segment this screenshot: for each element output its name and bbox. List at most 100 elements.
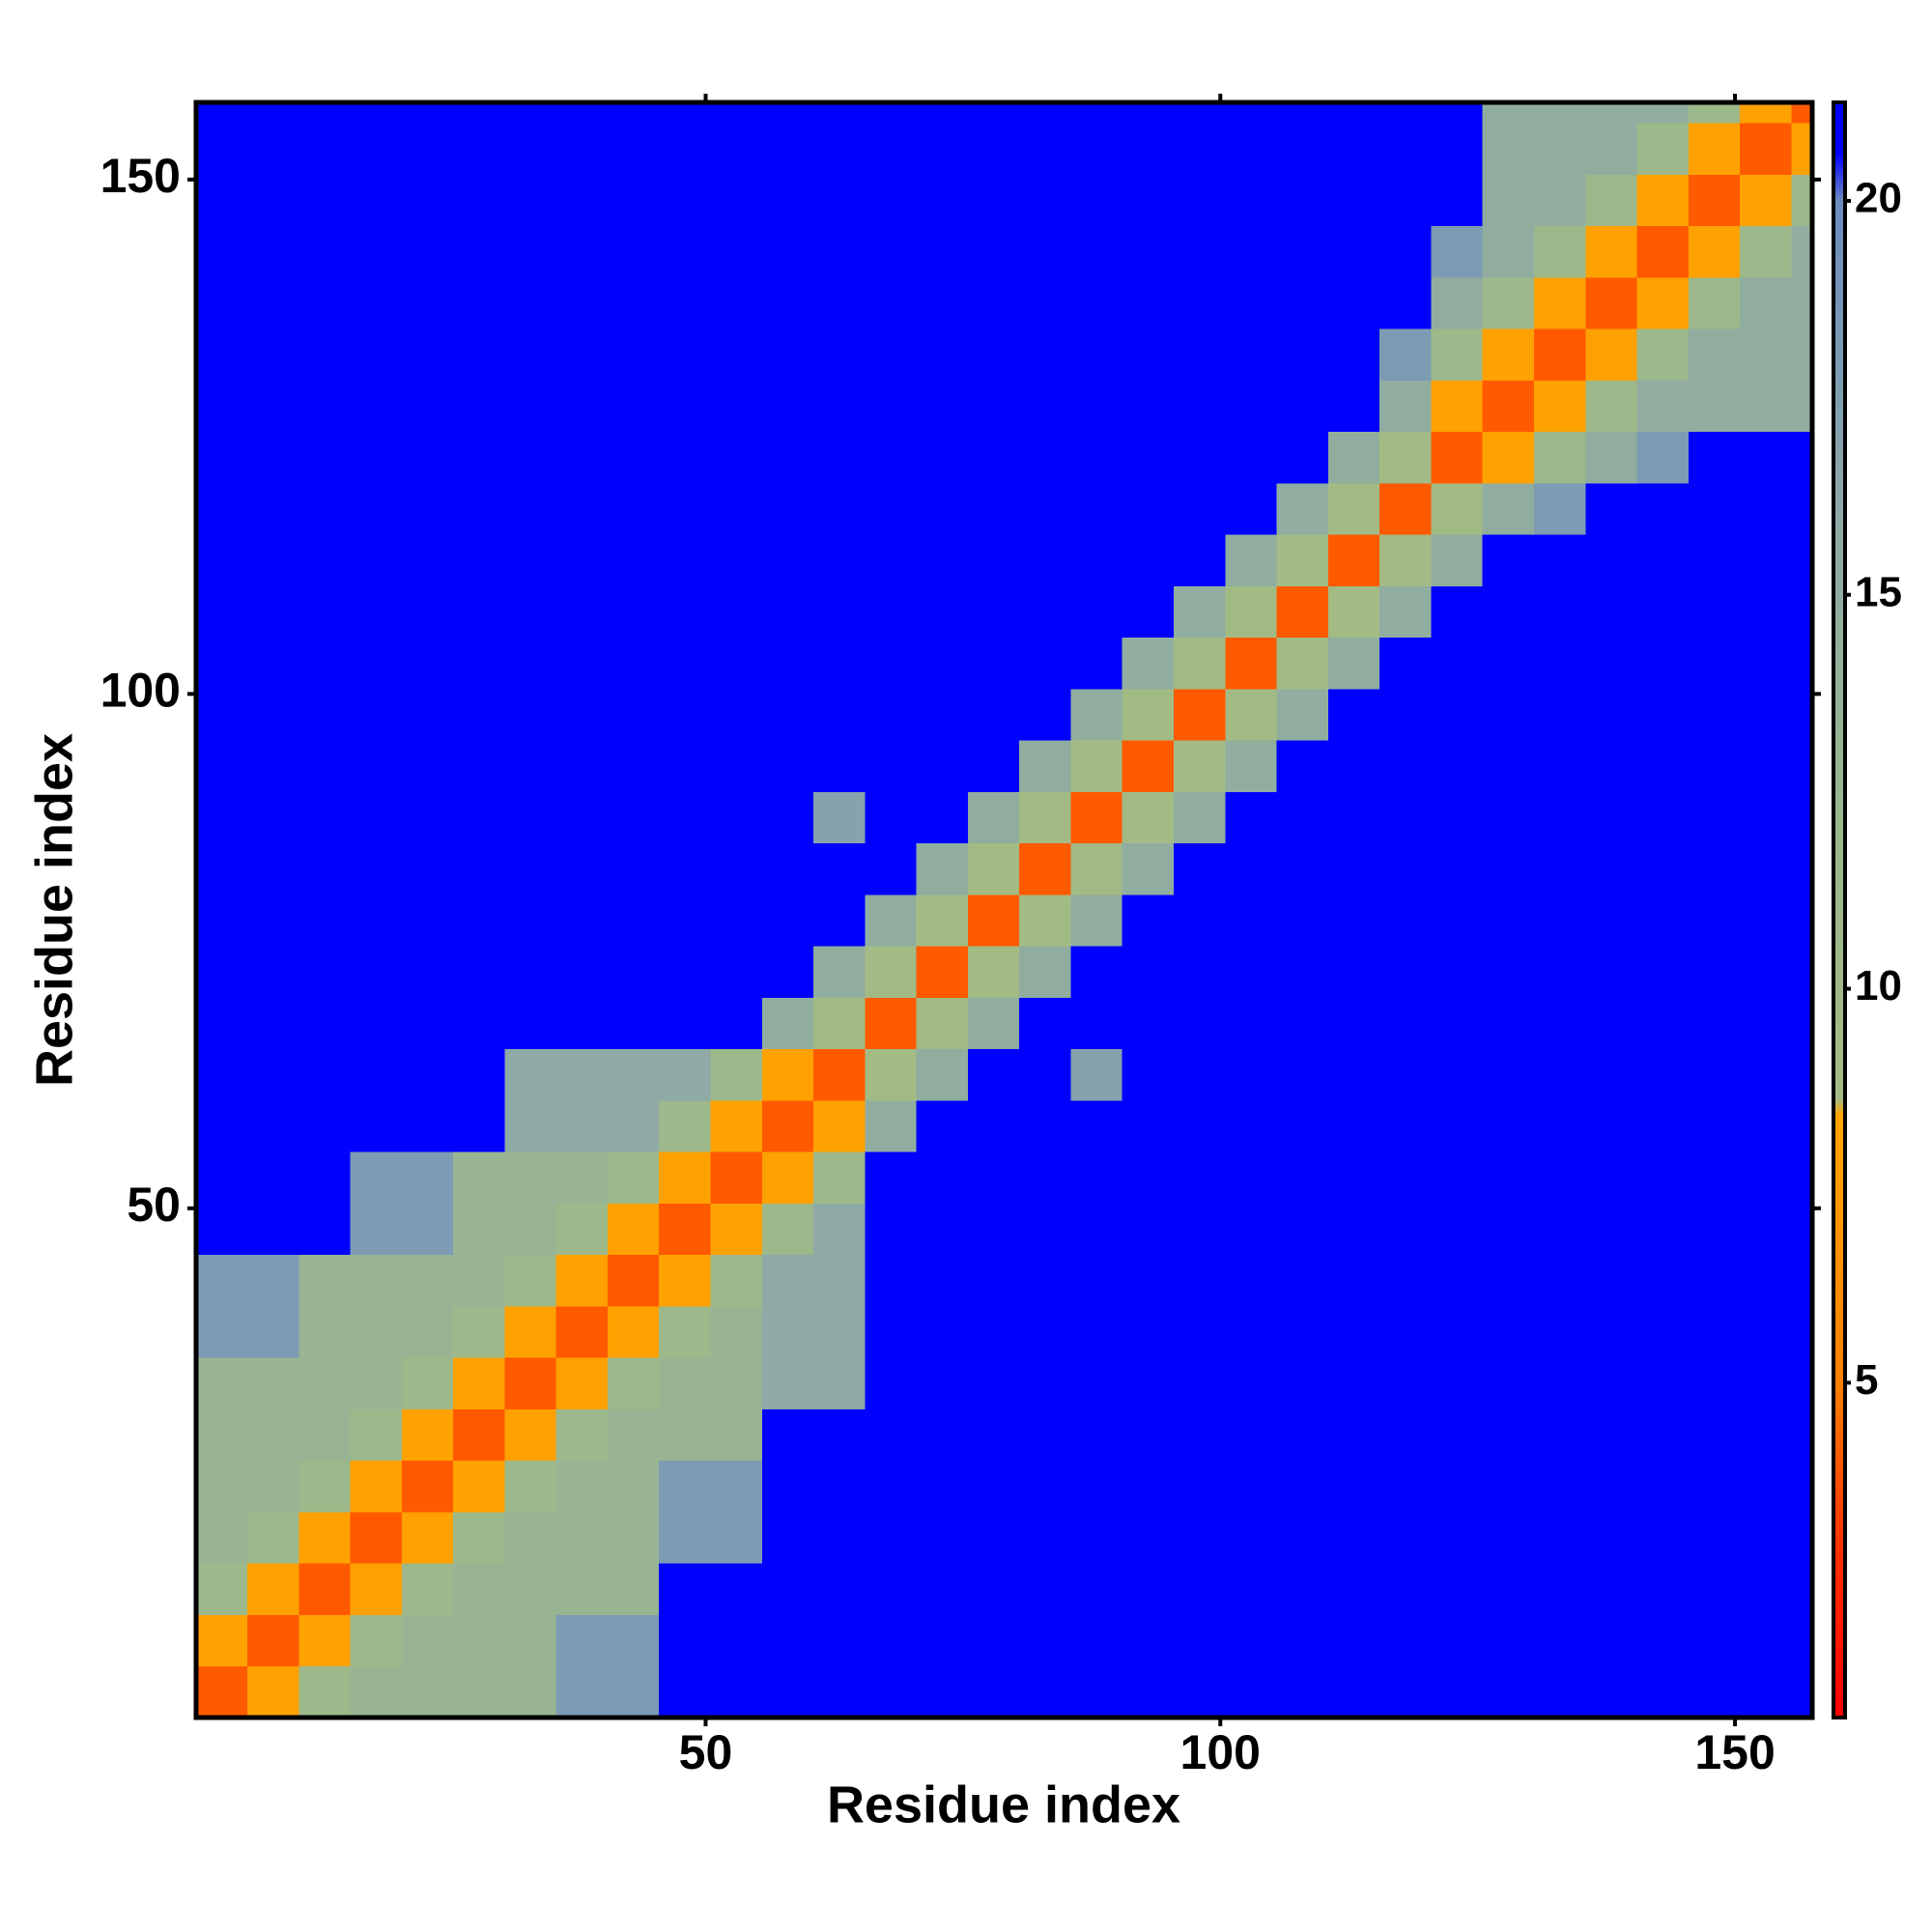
heatmap-cell [813,1408,866,1462]
heatmap-cell [504,174,557,227]
heatmap-cell [401,482,454,535]
heatmap-cell [555,122,609,175]
heatmap-cell [1122,1562,1175,1615]
heatmap-cell [1122,482,1175,535]
heatmap-cell [196,1254,248,1307]
heatmap-cell [504,1614,557,1667]
heatmap-cell [1225,1665,1278,1718]
heatmap-cell [1327,1511,1380,1564]
heatmap-cell [1225,327,1278,381]
heatmap-cell [1327,1305,1380,1358]
heatmap-cell [1225,122,1278,175]
heatmap-cell [1431,276,1484,329]
heatmap-cell [1431,225,1484,278]
heatmap-cell [1431,585,1484,639]
heatmap-cell [1225,997,1278,1050]
heatmap-cell [1225,1254,1278,1307]
heatmap-cell [246,1460,299,1513]
heatmap-cell [659,791,712,844]
heatmap-cell [1122,533,1175,586]
heatmap-cell [196,533,248,586]
heatmap-cell [710,174,763,227]
heatmap-cell [298,1511,352,1564]
heatmap-cell [1276,1614,1329,1667]
heatmap-cell [865,1151,918,1204]
heatmap-cell [607,431,660,484]
heatmap-cell [555,637,609,690]
heatmap-cell [1688,1562,1741,1615]
heatmap-cell [967,637,1020,690]
heatmap-cell [1019,1665,1072,1718]
heatmap-cell [813,327,866,381]
heatmap-cell [1791,174,1812,227]
heatmap-cell [1688,533,1741,586]
heatmap-cell [504,637,557,690]
heatmap-cell [1019,1151,1072,1204]
heatmap-cell [1276,482,1329,535]
heatmap-cell [401,1048,454,1101]
heatmap-cell [710,1562,763,1615]
heatmap-cell [555,1048,609,1101]
heatmap-cell [1533,1305,1586,1358]
heatmap-cell [453,585,505,639]
heatmap-cell [1174,431,1226,484]
x-tick-label: 150 [1694,1725,1775,1779]
heatmap-cell [1122,276,1175,329]
heatmap-cell [1019,1356,1072,1409]
heatmap-cell [865,174,918,227]
heatmap-cell [1791,1305,1812,1358]
heatmap-cell [813,1048,866,1101]
heatmap-cell [298,102,352,124]
heatmap-cell [967,380,1020,433]
heatmap-cell [1636,1460,1690,1513]
heatmap-cell [865,637,918,690]
heatmap-cell [761,894,814,947]
heatmap-cell [1740,1614,1792,1667]
heatmap-cell [1585,122,1638,175]
heatmap-cell [1379,276,1433,329]
heatmap-cell [607,1614,660,1667]
heatmap-cell [1791,122,1812,175]
heatmap-cell [967,997,1020,1050]
heatmap-cell [1379,997,1433,1050]
heatmap-cell [1379,791,1433,844]
heatmap-cell [196,842,248,895]
heatmap-cell [1636,1562,1690,1615]
heatmap-cell [1122,585,1175,639]
heatmap-cell [813,585,866,639]
heatmap-cell [1740,380,1792,433]
heatmap-cell [710,585,763,639]
heatmap-cell [504,739,557,792]
heatmap-cell [1636,533,1690,586]
heatmap-cell [1070,894,1123,947]
heatmap-cell [196,791,248,844]
heatmap-cell [916,688,969,741]
heatmap-cell [1688,945,1741,998]
heatmap-cell [1791,1460,1812,1513]
heatmap-cell [1431,1562,1484,1615]
heatmap-cell [555,1151,609,1204]
heatmap-cell [1019,174,1072,227]
heatmap-cell [453,482,505,535]
heatmap-cell [607,225,660,278]
heatmap-cell [246,1099,299,1152]
heatmap-cell [865,1203,918,1256]
heatmap-cell [196,739,248,792]
heatmap-cell [453,1665,505,1718]
heatmap-cell [1431,1614,1484,1667]
heatmap-cell [916,174,969,227]
heatmap-cell [1379,174,1433,227]
heatmap-cell [1225,791,1278,844]
heatmap-cell [1276,688,1329,741]
heatmap-cell [1019,791,1072,844]
heatmap-cell [1791,276,1812,329]
heatmap-cell [607,688,660,741]
heatmap-cell [1276,102,1329,124]
heatmap-cell [1276,894,1329,947]
heatmap-cell [1740,174,1792,227]
heatmap-cell [246,1151,299,1204]
heatmap-cell [1688,1356,1741,1409]
heatmap-cell [607,1408,660,1462]
heatmap-cell [1533,842,1586,895]
heatmap-cell [555,1356,609,1409]
